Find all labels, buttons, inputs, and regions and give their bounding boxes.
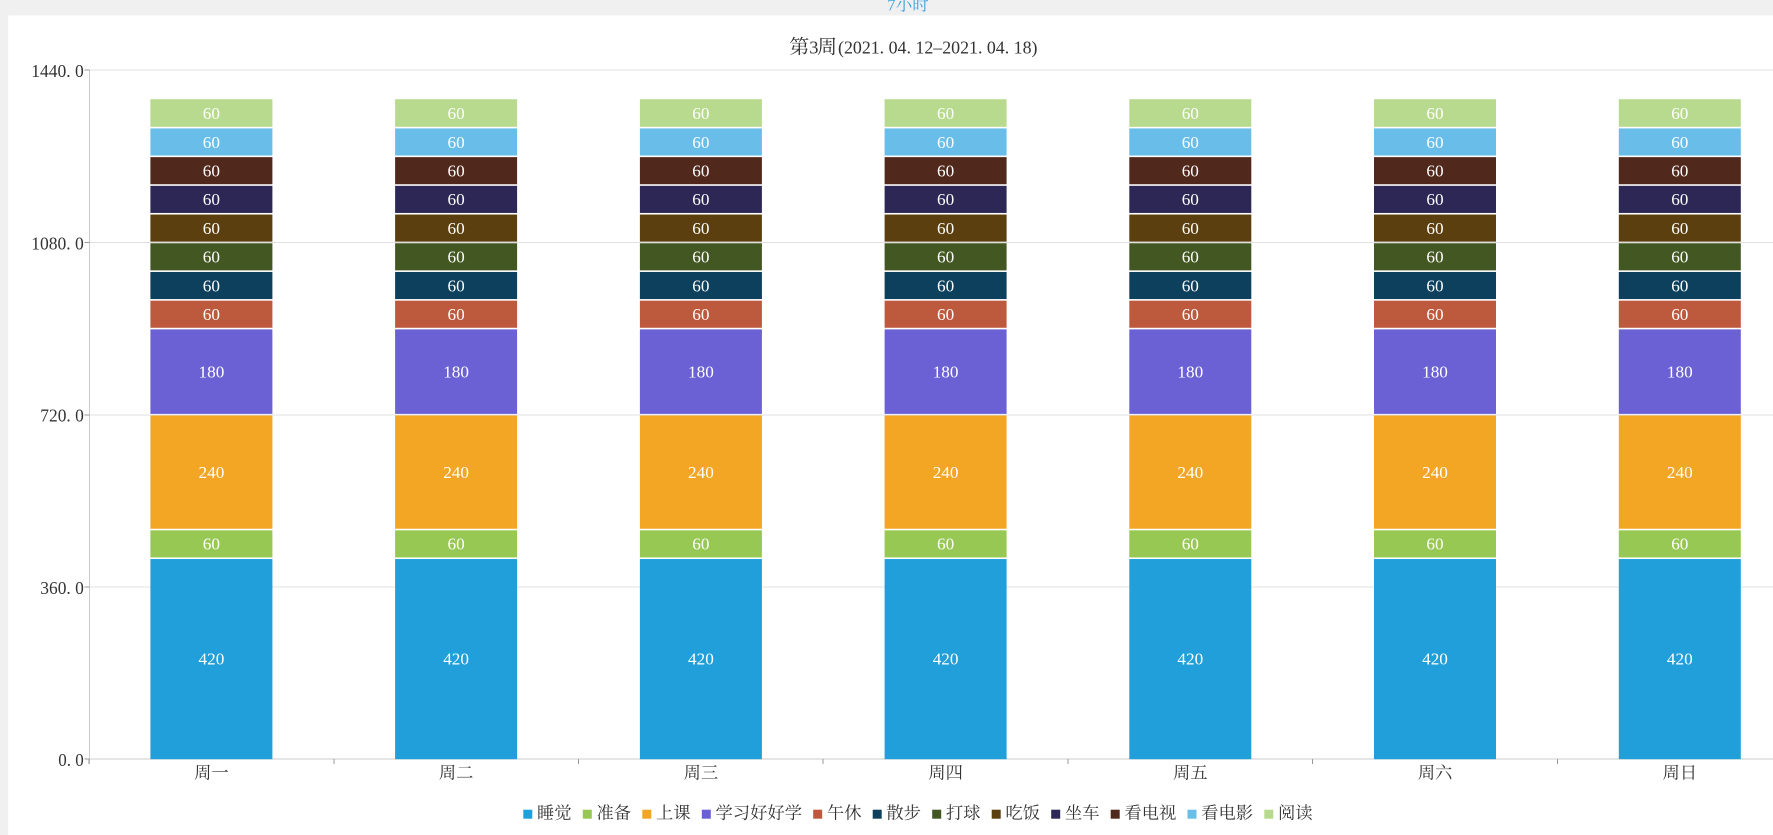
svg-text:240: 240 <box>443 463 469 482</box>
svg-text:60: 60 <box>1426 276 1443 295</box>
svg-text:60: 60 <box>448 535 465 554</box>
svg-text:1080. 0: 1080. 0 <box>31 233 84 253</box>
svg-text:60: 60 <box>1426 219 1443 238</box>
svg-text:60: 60 <box>1671 161 1688 180</box>
svg-text:180: 180 <box>933 362 959 381</box>
svg-text:240: 240 <box>933 463 959 482</box>
svg-text:60: 60 <box>448 219 465 238</box>
svg-text:60: 60 <box>937 161 954 180</box>
svg-text:60: 60 <box>203 219 220 238</box>
svg-text:60: 60 <box>1426 161 1443 180</box>
svg-text:180: 180 <box>1177 362 1203 381</box>
svg-text:60: 60 <box>937 133 954 152</box>
svg-text:60: 60 <box>203 190 220 209</box>
svg-text:60: 60 <box>1426 305 1443 324</box>
svg-text:60: 60 <box>1182 190 1199 209</box>
svg-text:60: 60 <box>692 133 709 152</box>
svg-text:420: 420 <box>199 650 225 669</box>
svg-text:1440. 0: 1440. 0 <box>31 61 84 81</box>
svg-text:60: 60 <box>1426 535 1443 554</box>
svg-text:60: 60 <box>1182 133 1199 152</box>
svg-text:60: 60 <box>1671 219 1688 238</box>
svg-text:60: 60 <box>937 248 954 267</box>
svg-text:420: 420 <box>1422 650 1448 669</box>
svg-text:60: 60 <box>1182 276 1199 295</box>
svg-text:60: 60 <box>203 305 220 324</box>
svg-text:60: 60 <box>1671 190 1688 209</box>
svg-text:60: 60 <box>692 161 709 180</box>
svg-text:420: 420 <box>688 650 714 669</box>
svg-text:60: 60 <box>1671 104 1688 123</box>
svg-text:60: 60 <box>203 133 220 152</box>
svg-text:180: 180 <box>199 362 225 381</box>
svg-text:60: 60 <box>448 276 465 295</box>
svg-text:60: 60 <box>692 276 709 295</box>
svg-text:60: 60 <box>203 276 220 295</box>
svg-text:240: 240 <box>1422 463 1448 482</box>
svg-text:60: 60 <box>448 133 465 152</box>
svg-text:60: 60 <box>1182 219 1199 238</box>
svg-text:240: 240 <box>1177 463 1203 482</box>
svg-text:420: 420 <box>1177 650 1203 669</box>
svg-text:60: 60 <box>692 104 709 123</box>
svg-text:60: 60 <box>1671 276 1688 295</box>
svg-text:60: 60 <box>448 248 465 267</box>
svg-text:60: 60 <box>692 219 709 238</box>
svg-text:60: 60 <box>203 104 220 123</box>
svg-text:60: 60 <box>692 190 709 209</box>
svg-text:60: 60 <box>1426 104 1443 123</box>
svg-text:720. 0: 720. 0 <box>40 406 84 426</box>
svg-text:360. 0: 360. 0 <box>40 578 84 598</box>
svg-text:60: 60 <box>1426 248 1443 267</box>
svg-text:3: 3 <box>809 37 818 57</box>
svg-text:60: 60 <box>1182 161 1199 180</box>
svg-text:60: 60 <box>1671 133 1688 152</box>
svg-text:60: 60 <box>937 276 954 295</box>
svg-text:60: 60 <box>1182 104 1199 123</box>
svg-text:60: 60 <box>1182 305 1199 324</box>
svg-text:180: 180 <box>688 362 714 381</box>
svg-text:0. 0: 0. 0 <box>58 750 84 770</box>
svg-text:60: 60 <box>692 535 709 554</box>
svg-text:240: 240 <box>199 463 225 482</box>
svg-text:60: 60 <box>203 535 220 554</box>
svg-text:60: 60 <box>1671 535 1688 554</box>
svg-text:240: 240 <box>688 463 714 482</box>
svg-text:180: 180 <box>443 362 469 381</box>
svg-text:420: 420 <box>1667 650 1693 669</box>
svg-text:60: 60 <box>448 161 465 180</box>
svg-text:60: 60 <box>937 535 954 554</box>
svg-text:240: 240 <box>1667 463 1693 482</box>
svg-text:60: 60 <box>692 305 709 324</box>
svg-text:60: 60 <box>448 190 465 209</box>
svg-text:60: 60 <box>1671 248 1688 267</box>
svg-text:60: 60 <box>937 219 954 238</box>
svg-text:180: 180 <box>1667 362 1693 381</box>
svg-text:60: 60 <box>1182 535 1199 554</box>
svg-text:180: 180 <box>1422 362 1448 381</box>
svg-text:60: 60 <box>937 190 954 209</box>
svg-text:7: 7 <box>887 0 895 15</box>
svg-text:60: 60 <box>1182 248 1199 267</box>
svg-text:60: 60 <box>937 104 954 123</box>
svg-text:60: 60 <box>937 305 954 324</box>
svg-text:60: 60 <box>692 248 709 267</box>
svg-text:420: 420 <box>443 650 469 669</box>
svg-text:(2021. 04. 12–2021. 04. 18): (2021. 04. 12–2021. 04. 18) <box>838 37 1038 58</box>
svg-text:60: 60 <box>448 305 465 324</box>
svg-text:60: 60 <box>448 104 465 123</box>
svg-text:60: 60 <box>1426 133 1443 152</box>
svg-text:60: 60 <box>1426 190 1443 209</box>
svg-text:420: 420 <box>933 650 959 669</box>
svg-text:60: 60 <box>1671 305 1688 324</box>
svg-text:60: 60 <box>203 248 220 267</box>
svg-text:60: 60 <box>203 161 220 180</box>
